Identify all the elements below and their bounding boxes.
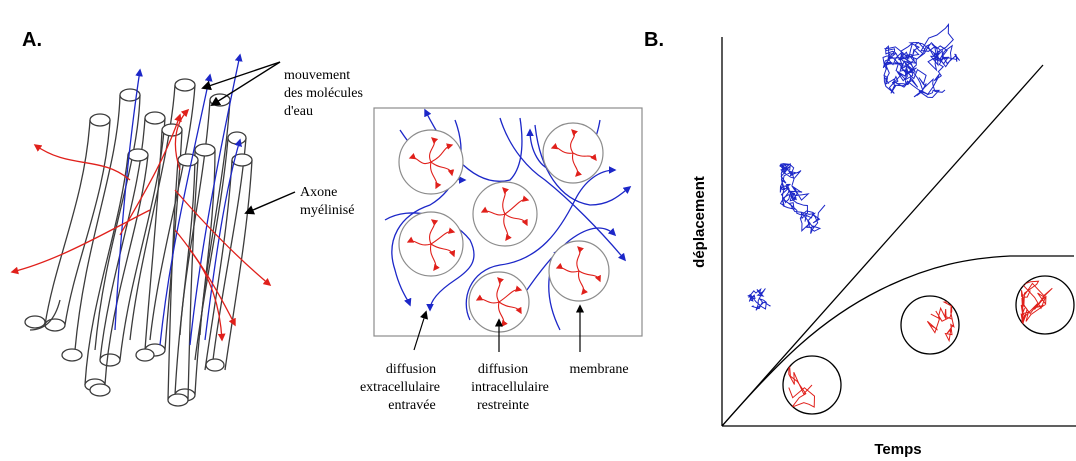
axon-fiber (129, 78, 196, 341)
red-walk (788, 363, 816, 409)
red-arrow (174, 229, 236, 327)
blue-arrow (534, 124, 632, 206)
axon-fiber (99, 111, 166, 367)
pointer-line (210, 61, 281, 107)
axon-label-1: Axone (300, 185, 337, 200)
water-movement-label-1: mouvement (284, 68, 350, 83)
water-movement-label-2: des molécules (284, 86, 363, 101)
restricted-diffusion-curve (721, 255, 1074, 427)
random-walks (747, 23, 961, 311)
pointer-line (244, 191, 296, 215)
blue-arrow (499, 117, 626, 262)
red-arrow (174, 189, 272, 286)
cell (548, 240, 610, 302)
extracellular-label-2: extracellulaire (360, 380, 440, 395)
axon-fiber (24, 299, 61, 331)
blue-arrow (159, 73, 213, 346)
blue-arrow (114, 68, 143, 331)
pointer-line (201, 61, 281, 91)
intracellular-label-2: intracellulaire (471, 380, 549, 395)
blue-arrow (465, 166, 617, 321)
axon-fiber (61, 348, 225, 397)
extracellular-label-3: entravée (388, 398, 435, 413)
cross-section-diagram (373, 107, 643, 352)
axon-callout: Axone myélinisé (244, 185, 354, 218)
panel-a-letter: A. (22, 29, 42, 51)
red-arrow (119, 113, 182, 236)
extracellular-label-1: diffusion (386, 362, 436, 377)
axon-fiber (44, 113, 111, 332)
axon-fiber (74, 88, 141, 351)
axon-label-2: myélinisé (300, 203, 354, 218)
cell (398, 211, 464, 277)
red-arrow (33, 144, 131, 181)
free-diffusion-curve (721, 64, 1044, 427)
extracellular-pointer (413, 310, 428, 351)
water-movement-label-3: d'eau (284, 104, 313, 119)
blue-walk (779, 163, 826, 234)
intracellular-label-3: restreinte (477, 398, 529, 413)
y-axis-label: déplacement (691, 176, 708, 268)
water-movement-callout: mouvement des molécules d'eau (201, 61, 363, 119)
intracellular-label-1: diffusion (478, 362, 528, 377)
red-arrow (10, 209, 151, 275)
restricted-water-arrows (10, 108, 272, 342)
panel-b-axes: déplacement Temps (691, 37, 1076, 458)
red-walk (926, 300, 955, 343)
axon-fiber (167, 153, 199, 407)
cell (398, 129, 464, 195)
red-arrow (174, 108, 190, 171)
cross-section-labels: diffusion extracellulaire entravée diffu… (360, 362, 629, 413)
membrane-label: membrane (569, 362, 628, 377)
cell (472, 181, 538, 247)
blue-walk (747, 287, 771, 311)
axon-fiber (204, 153, 253, 371)
blue-arrow (204, 138, 242, 341)
blue-walk (882, 23, 961, 99)
cell (542, 122, 604, 184)
red-arrow (189, 249, 226, 342)
x-axis-label: Temps (874, 441, 921, 458)
panel-b-letter: B. (644, 29, 664, 51)
